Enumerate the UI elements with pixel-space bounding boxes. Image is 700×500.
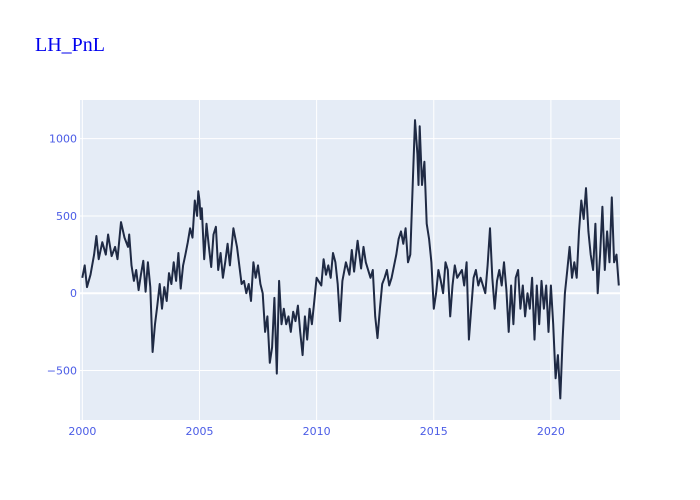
x-tick-label: 2020 (537, 425, 565, 438)
x-tick-label: 2005 (185, 425, 213, 438)
y-axis-ticks: 1000 500 0 −500 (47, 133, 77, 378)
x-tick-label: 2010 (303, 425, 331, 438)
x-tick-label: 2000 (68, 425, 96, 438)
y-tick-label: 0 (70, 287, 77, 300)
chart-title: LH_PnL (35, 34, 105, 56)
x-tick-label: 2015 (420, 425, 448, 438)
y-tick-label: 1000 (49, 133, 77, 146)
x-axis-ticks: 2000 2005 2010 2015 2020 (68, 425, 565, 438)
series-line (81, 119, 620, 400)
y-tick-label: 500 (56, 210, 77, 223)
y-tick-label: −500 (47, 365, 77, 378)
series-layer (81, 119, 620, 400)
